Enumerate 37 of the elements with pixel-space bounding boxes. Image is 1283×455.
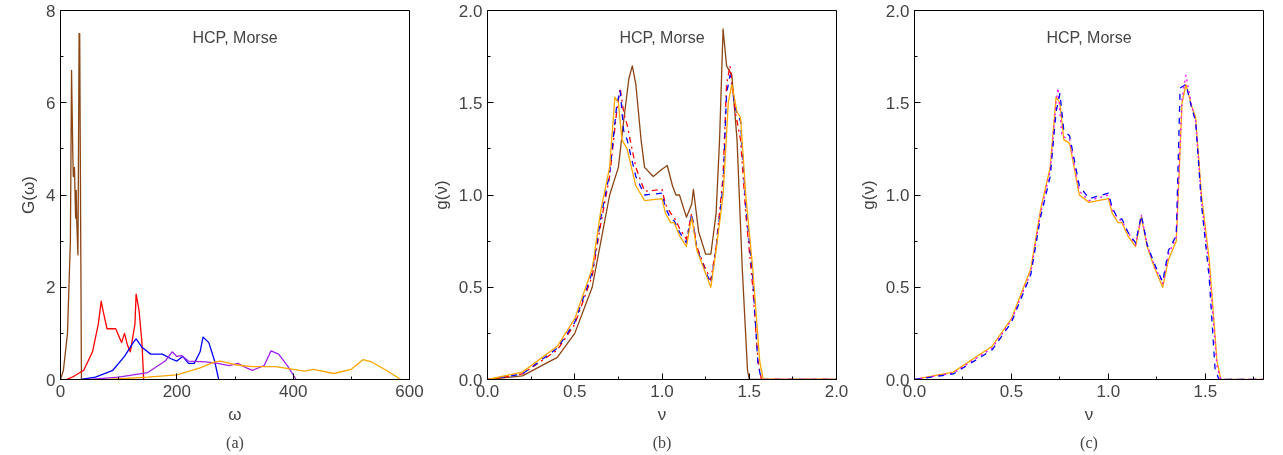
x-axis-title: ν <box>657 404 667 424</box>
y-tick-label: 2 <box>46 278 56 298</box>
y-tick-label: 0.5 <box>885 278 910 298</box>
x-axis-title: ω <box>228 404 242 424</box>
x-tick-label: 400 <box>278 381 308 401</box>
line-series <box>80 336 220 380</box>
x-tick-label: 1.5 <box>1193 381 1218 401</box>
y-tick-label: 8 <box>46 1 56 21</box>
y-axis-title: G(ω) <box>19 176 39 214</box>
y-axis-title: g(ν) <box>431 180 451 210</box>
annotation: HCP, Morse <box>192 28 278 46</box>
x-tick-label: 1.0 <box>1096 381 1121 401</box>
annotation: HCP, Morse <box>619 28 705 46</box>
y-tick-label: 0.5 <box>458 278 483 298</box>
text: (a) <box>226 433 244 452</box>
text: (c) <box>1080 433 1098 452</box>
x-tick-label: 1.5 <box>737 381 762 401</box>
x-tick-label: 200 <box>162 381 192 401</box>
x-tick-label: 0.5 <box>562 381 587 401</box>
x-tick-label: 2.0 <box>824 381 849 401</box>
line-series <box>60 32 83 380</box>
y-tick-label: 1.5 <box>885 93 910 113</box>
annotation: HCP, Morse <box>1046 28 1132 46</box>
line-series <box>65 293 145 380</box>
x-tick-label: 1.0 <box>650 381 674 401</box>
x-tick-label: 0.5 <box>999 381 1024 401</box>
y-tick-label: 1.0 <box>885 186 910 205</box>
y-tick-label: 1.5 <box>458 93 483 113</box>
x-axis-title: ν <box>1084 404 1094 424</box>
text: (b) <box>652 433 672 452</box>
y-tick-label: 2.0 <box>458 1 483 21</box>
x-tick-label: 600 <box>395 381 424 401</box>
y-tick-label: 1.0 <box>458 186 483 205</box>
y-tick-label: 4 <box>46 186 56 205</box>
y-tick-label: 2.0 <box>885 1 910 21</box>
y-tick-label: 6 <box>46 93 56 113</box>
y-axis-title: g(ν) <box>858 180 878 210</box>
